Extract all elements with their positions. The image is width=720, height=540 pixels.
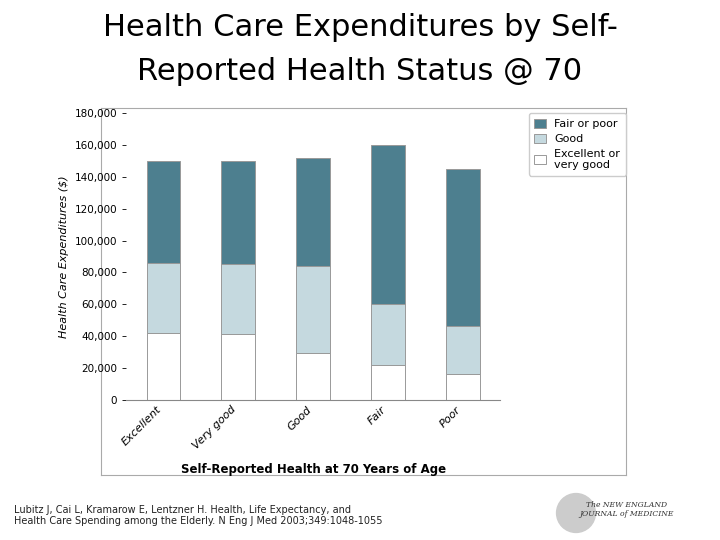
Bar xyxy=(222,265,255,334)
Bar xyxy=(297,266,330,354)
Bar xyxy=(297,158,330,266)
Bar xyxy=(147,263,180,333)
Bar xyxy=(372,364,405,400)
Bar xyxy=(297,354,330,400)
Bar xyxy=(446,374,480,400)
Text: The NEW ENGLAND
JOURNAL of MEDICINE: The NEW ENGLAND JOURNAL of MEDICINE xyxy=(579,501,674,518)
X-axis label: Self-Reported Health at 70 Years of Age: Self-Reported Health at 70 Years of Age xyxy=(181,462,446,476)
Bar xyxy=(147,161,180,263)
Bar xyxy=(372,145,405,304)
Text: Health Care Expenditures by Self-: Health Care Expenditures by Self- xyxy=(102,14,618,43)
Bar xyxy=(372,304,405,365)
Bar xyxy=(446,327,480,374)
Text: Reported Health Status @ 70: Reported Health Status @ 70 xyxy=(138,57,582,86)
Bar xyxy=(446,169,480,327)
Circle shape xyxy=(557,494,595,532)
Legend: Fair or poor, Good, Excellent or
very good: Fair or poor, Good, Excellent or very go… xyxy=(529,113,626,176)
Bar xyxy=(222,161,255,265)
Bar xyxy=(222,334,255,400)
Y-axis label: Health Care Expenditures ($): Health Care Expenditures ($) xyxy=(59,175,69,338)
Bar xyxy=(147,333,180,400)
Text: Lubitz J, Cai L, Kramarow E, Lentzner H. Health, Life Expectancy, and
Health Car: Lubitz J, Cai L, Kramarow E, Lentzner H.… xyxy=(14,505,383,526)
